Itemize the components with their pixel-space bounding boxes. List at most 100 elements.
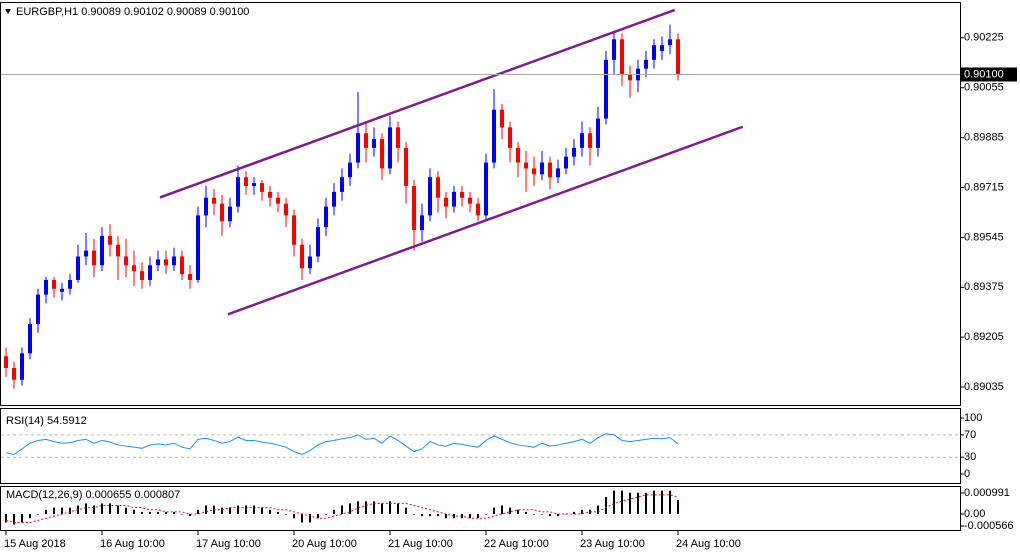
macd-bar bbox=[69, 507, 71, 514]
candle-body bbox=[452, 191, 456, 207]
macd-bar bbox=[293, 513, 295, 519]
candle-body bbox=[628, 74, 632, 81]
candle-body bbox=[596, 118, 600, 148]
candle-body bbox=[220, 203, 224, 222]
macd-bar bbox=[229, 507, 231, 514]
candle-body bbox=[644, 59, 648, 69]
candle-body bbox=[148, 265, 152, 280]
candle-body bbox=[292, 215, 296, 245]
candle-body bbox=[492, 109, 496, 163]
candle-body bbox=[132, 265, 136, 272]
candle-body bbox=[524, 162, 528, 169]
y-tick-label: 0.89205 bbox=[964, 331, 1004, 343]
candle-body bbox=[652, 45, 656, 60]
y-tick-label: 0.89885 bbox=[964, 132, 1004, 144]
macd-bar bbox=[221, 507, 223, 514]
macd-bar bbox=[421, 513, 423, 517]
y-tick-label: 0.89035 bbox=[964, 381, 1004, 393]
candle-body bbox=[364, 133, 368, 148]
macd-bar bbox=[581, 509, 583, 514]
candle-body bbox=[372, 139, 376, 148]
candle-body bbox=[180, 256, 184, 275]
candle-body bbox=[68, 279, 72, 289]
x-tick-label: 24 Aug 10:00 bbox=[676, 538, 741, 550]
channel-line bbox=[227, 125, 744, 316]
candle-body bbox=[308, 256, 312, 269]
candle-body bbox=[156, 259, 160, 266]
candle-body bbox=[356, 133, 360, 163]
macd-bar bbox=[389, 501, 391, 514]
y-tick-label: 0.00 bbox=[964, 508, 985, 520]
macd-bar bbox=[357, 501, 359, 514]
macd-bar bbox=[269, 509, 271, 514]
candle-body bbox=[580, 133, 584, 148]
candle-body bbox=[108, 235, 112, 245]
candle-body bbox=[620, 39, 624, 75]
candle-body bbox=[604, 59, 608, 119]
candle-body bbox=[668, 39, 672, 46]
candle-body bbox=[444, 197, 448, 207]
x-tick-label: 15 Aug 2018 bbox=[4, 538, 66, 550]
y-tick-label: 0.000991 bbox=[964, 487, 1010, 499]
macd-bar bbox=[381, 503, 383, 514]
candle-body bbox=[300, 244, 304, 269]
candle-body bbox=[420, 215, 424, 231]
y-tick-label: 0.90055 bbox=[964, 82, 1004, 94]
last-price-box bbox=[961, 67, 1017, 82]
candle-body bbox=[84, 250, 88, 257]
candle-body bbox=[548, 162, 552, 178]
macd-bar bbox=[157, 511, 159, 514]
macd-bar bbox=[277, 511, 279, 514]
macd-bar bbox=[285, 513, 287, 515]
candle-body bbox=[28, 323, 32, 354]
macd-bar bbox=[189, 513, 191, 517]
channel-line bbox=[159, 8, 676, 199]
candle-body bbox=[260, 183, 264, 192]
candle-body bbox=[332, 191, 336, 207]
x-tick-label: 17 Aug 10:00 bbox=[196, 538, 261, 550]
macd-bar bbox=[29, 513, 31, 519]
macd-bar bbox=[245, 505, 247, 514]
macd-bar bbox=[533, 513, 535, 515]
rsi-label: RSI(14) 54.5912 bbox=[6, 415, 87, 427]
macd-bar bbox=[541, 513, 543, 515]
y-tick-label: 0.89715 bbox=[964, 181, 1004, 193]
macd-bar bbox=[197, 509, 199, 514]
macd-panel bbox=[0, 486, 961, 531]
macd-bar bbox=[125, 507, 127, 514]
x-tick-label: 21 Aug 10:00 bbox=[388, 538, 453, 550]
macd-bar bbox=[613, 490, 615, 514]
candle-body bbox=[532, 168, 536, 175]
macd-bar bbox=[477, 513, 479, 519]
candle-body bbox=[316, 227, 320, 257]
macd-bar bbox=[517, 509, 519, 514]
candle-body bbox=[60, 288, 64, 292]
candle-body bbox=[540, 162, 544, 175]
candle-body bbox=[52, 279, 56, 289]
candle-body bbox=[4, 356, 8, 369]
y-tick-label: 100 bbox=[964, 412, 982, 424]
macd-bar bbox=[501, 505, 503, 514]
main-panel bbox=[0, 2, 961, 406]
rsi-panel bbox=[0, 408, 961, 484]
macd-bar bbox=[637, 492, 639, 514]
candle-body bbox=[324, 206, 328, 228]
macd-bar bbox=[445, 513, 447, 519]
macd-bar bbox=[621, 490, 623, 514]
candle-body bbox=[412, 186, 416, 231]
candle-body bbox=[12, 368, 16, 380]
macd-bar bbox=[205, 505, 207, 514]
macd-bar bbox=[525, 511, 527, 514]
symbol-menu-arrow[interactable] bbox=[5, 9, 11, 14]
macd-bar bbox=[261, 507, 263, 514]
y-tick-label: 30 bbox=[964, 451, 976, 463]
macd-bar bbox=[365, 501, 367, 514]
macd-bar bbox=[141, 511, 143, 514]
candle-body bbox=[468, 197, 472, 204]
candle-body bbox=[476, 203, 480, 216]
macd-bar bbox=[341, 505, 343, 514]
macd-bar bbox=[493, 507, 495, 514]
macd-bar bbox=[61, 507, 63, 514]
macd-bar bbox=[669, 490, 671, 514]
